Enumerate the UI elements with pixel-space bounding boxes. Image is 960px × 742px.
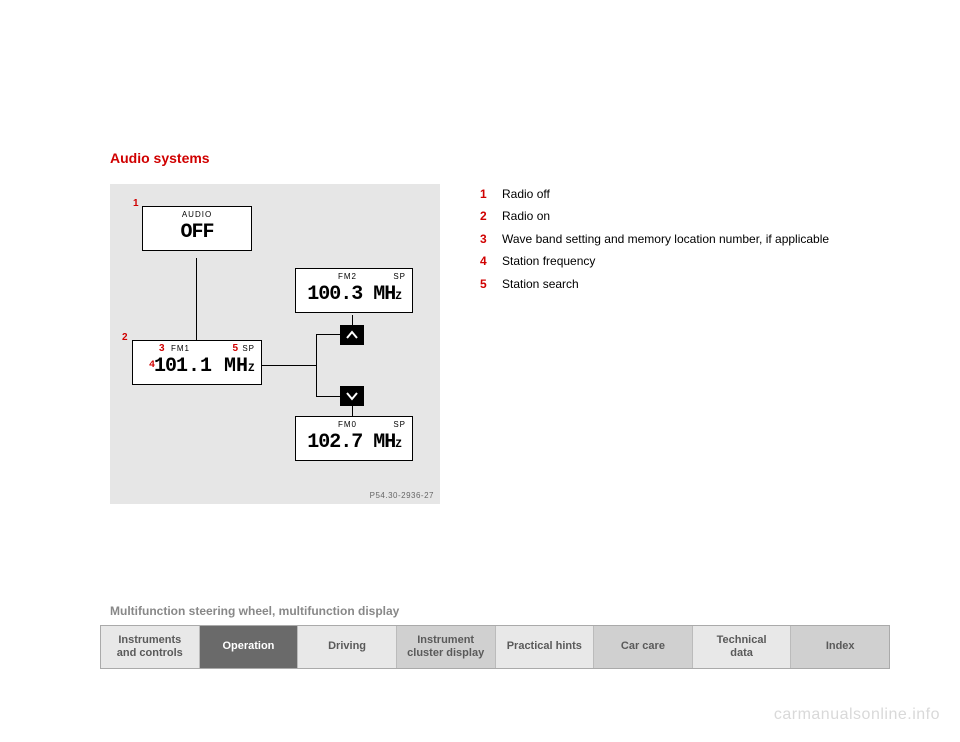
callout-1: 1 — [133, 198, 139, 209]
lcd-off-header: AUDIO — [143, 207, 251, 221]
callout-5: 5 — [232, 343, 239, 354]
footer-tab[interactable]: Instrumentsand controls — [101, 626, 200, 668]
footer-tabbar: Instrumentsand controlsOperationDrivingI… — [100, 625, 890, 669]
lcd-main-header: FM1 SP 3 5 — [133, 341, 261, 355]
lcd-down-header: FM0 SP — [296, 417, 412, 431]
watermark: carmanualsonline.info — [774, 706, 940, 724]
legend-number: 4 — [480, 251, 492, 271]
lcd-box-off: AUDIO OFF — [142, 206, 252, 251]
callout-2: 2 — [122, 332, 128, 343]
footer-tab[interactable]: Technicaldata — [693, 626, 792, 668]
lcd-box-up: FM2 SP 100.3 MHZ — [295, 268, 413, 313]
content-row: AUDIO OFF 1 FM1 SP 3 5 4101.1 MHZ 2 — [110, 184, 870, 504]
scroll-up-button[interactable] — [340, 325, 364, 345]
lcd-down-band: FM0 — [338, 420, 357, 429]
connector-line-h — [262, 365, 316, 366]
legend-text: Station frequency — [502, 251, 595, 271]
legend-text: Wave band setting and memory location nu… — [502, 229, 829, 249]
legend-number: 2 — [480, 206, 492, 226]
legend-text: Radio on — [502, 206, 550, 226]
footer-tab[interactable]: Operation — [200, 626, 299, 668]
footer-tab[interactable]: Instrumentcluster display — [397, 626, 496, 668]
lcd-down-sp: SP — [393, 420, 406, 429]
section-title: Audio systems — [110, 150, 870, 166]
connector-to-up — [316, 334, 340, 335]
footer-tab[interactable]: Practical hints — [496, 626, 595, 668]
audio-diagram: AUDIO OFF 1 FM1 SP 3 5 4101.1 MHZ 2 — [110, 184, 440, 504]
lcd-box-down: FM0 SP 102.7 MHZ — [295, 416, 413, 461]
callout-3: 3 — [159, 343, 166, 354]
page-content: Audio systems AUDIO OFF 1 FM1 SP 3 5 4 1 — [110, 150, 870, 504]
legend-row: 2 Radio on — [480, 206, 829, 226]
legend-row: 3 Wave band setting and memory location n… — [480, 229, 829, 249]
legend-row: 1 Radio off — [480, 184, 829, 204]
connector-down-to-box — [352, 406, 353, 416]
connector-line — [196, 258, 197, 340]
footer-heading: Multifunction steering wheel, multifunct… — [110, 604, 399, 618]
lcd-up-header: FM2 SP — [296, 269, 412, 283]
footer-tab[interactable]: Driving — [298, 626, 397, 668]
lcd-up-value: 100.3 MHZ — [296, 283, 412, 312]
legend-row: 5 Station search — [480, 274, 829, 294]
connector-to-down — [316, 396, 340, 397]
connector-line-v — [316, 334, 317, 396]
lcd-main-value: 4101.1 MHZ — [133, 355, 261, 384]
lcd-up-band: FM2 — [338, 272, 357, 281]
lcd-down-value: 102.7 MHZ — [296, 431, 412, 460]
legend-row: 4 Station frequency — [480, 251, 829, 271]
chevron-up-icon — [346, 330, 358, 340]
legend-number: 3 — [480, 229, 492, 249]
figure-code: P54.30-2936-27 — [370, 491, 434, 500]
lcd-off-value: OFF — [143, 221, 251, 250]
legend-text: Station search — [502, 274, 579, 294]
footer-tab[interactable]: Index — [791, 626, 889, 668]
footer-tab[interactable]: Car care — [594, 626, 693, 668]
lcd-main-band: FM1 — [171, 344, 190, 353]
scroll-down-button[interactable] — [340, 386, 364, 406]
legend-number: 1 — [480, 184, 492, 204]
lcd-up-sp: SP — [393, 272, 406, 281]
legend-number: 5 — [480, 274, 492, 294]
lcd-main-sp: SP — [242, 344, 255, 353]
legend: 1 Radio off 2 Radio on 3 Wave band setting an… — [480, 184, 829, 504]
chevron-down-icon — [346, 391, 358, 401]
lcd-box-main: FM1 SP 3 5 4101.1 MHZ — [132, 340, 262, 385]
legend-text: Radio off — [502, 184, 550, 204]
connector-up-to-box — [352, 315, 353, 325]
